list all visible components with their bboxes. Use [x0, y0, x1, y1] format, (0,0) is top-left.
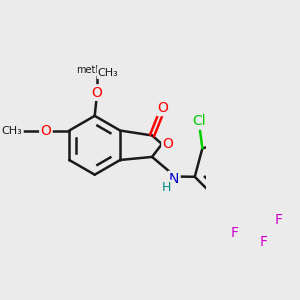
Text: CH₃: CH₃ [98, 68, 118, 78]
Text: Cl: Cl [193, 114, 206, 128]
Text: F: F [274, 213, 282, 227]
Text: methoxy: methoxy [98, 70, 105, 72]
Text: F: F [230, 226, 238, 240]
Text: O: O [163, 137, 173, 151]
Text: CH₃: CH₃ [2, 126, 22, 136]
Text: H: H [162, 181, 172, 194]
Text: methoxy: methoxy [76, 65, 118, 75]
Text: O: O [40, 124, 51, 138]
Text: N: N [169, 172, 179, 186]
Text: O: O [92, 85, 103, 100]
Text: F: F [260, 235, 268, 249]
Text: O: O [158, 101, 169, 115]
